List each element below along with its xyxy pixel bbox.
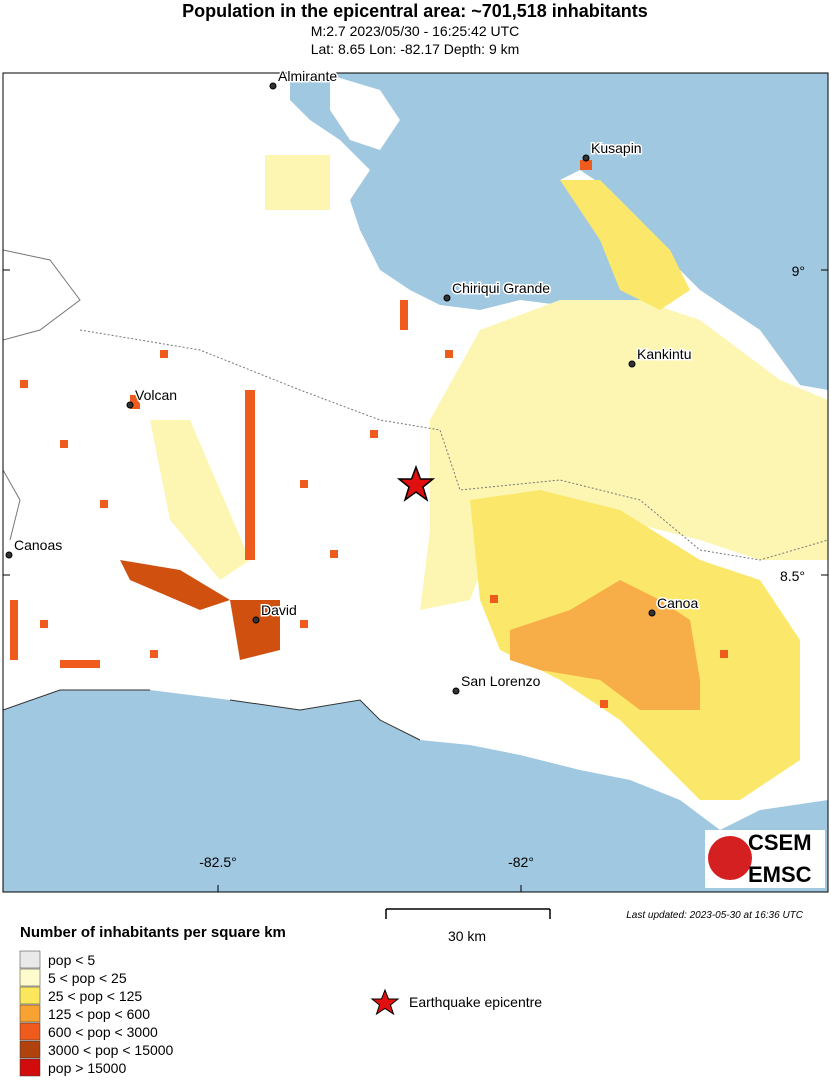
city-dot — [269, 82, 277, 90]
logo-text: CSEM — [748, 830, 812, 855]
subtitle: M:2.7 2023/05/30 - 16:25:42 UTC — [311, 23, 520, 39]
logo: CSEM EMSC — [705, 830, 825, 888]
legend-swatch — [19, 1040, 41, 1059]
last-updated: Last updated: 2023-05-30 at 16:36 UTC — [626, 910, 804, 921]
scale-label: 30 km — [448, 928, 486, 944]
lat-label: 8.5° — [780, 568, 805, 584]
legend-swatch — [19, 1022, 41, 1041]
city-dot — [452, 687, 460, 695]
subtitle: Lat: 8.65 Lon: -82.17 Depth: 9 km — [311, 41, 520, 57]
city-dot — [628, 360, 636, 368]
city-label: Volcan — [135, 387, 177, 403]
city-label: San Lorenzo — [461, 673, 541, 689]
city-dot — [443, 294, 451, 302]
legend-label: 5 < pop < 25 — [48, 970, 127, 986]
city-dot — [252, 616, 260, 624]
legend-swatch — [19, 950, 41, 969]
scale-bar — [385, 908, 551, 919]
legend-label: 25 < pop < 125 — [48, 988, 142, 1004]
city-dot — [126, 401, 134, 409]
city-dot — [5, 551, 13, 559]
legend-swatch — [19, 1004, 41, 1023]
legend-label: pop > 15000 — [48, 1060, 126, 1076]
lon-label: -82° — [508, 854, 534, 870]
city-label: Kusapin — [591, 140, 642, 156]
legend-label: 600 < pop < 3000 — [48, 1024, 158, 1040]
city-dot — [582, 154, 590, 162]
lat-label: 9° — [792, 263, 805, 279]
legend-label: 125 < pop < 600 — [48, 1006, 150, 1022]
city-label: Almirante — [278, 68, 337, 84]
legend-swatch — [19, 968, 41, 987]
legend-label: 3000 < pop < 15000 — [48, 1042, 174, 1058]
legend-label: pop < 5 — [48, 952, 95, 968]
title: Population in the epicentral area: ~701,… — [182, 1, 648, 21]
legend-title: Number of inhabitants per square km — [20, 924, 286, 941]
legend-epicentre: Earthquake epicentre — [409, 994, 542, 1010]
epicentre-star — [396, 464, 436, 502]
city-dot — [648, 609, 656, 617]
logo-text: EMSC — [748, 862, 812, 887]
legend-swatch — [19, 986, 41, 1005]
city-label: David — [261, 602, 297, 618]
map: 9° 8.5° -82.5° -82° Almirante Kusapin Chir… — [2, 67, 829, 893]
city-label: Kankintu — [637, 346, 691, 362]
city-label: Canoas — [14, 537, 62, 553]
lon-label: -82.5° — [199, 854, 237, 870]
city-label: Chiriqui Grande — [452, 280, 550, 296]
legend-swatch — [19, 1058, 41, 1077]
legend-star — [370, 988, 400, 1016]
city-label: Canoa — [657, 595, 698, 611]
